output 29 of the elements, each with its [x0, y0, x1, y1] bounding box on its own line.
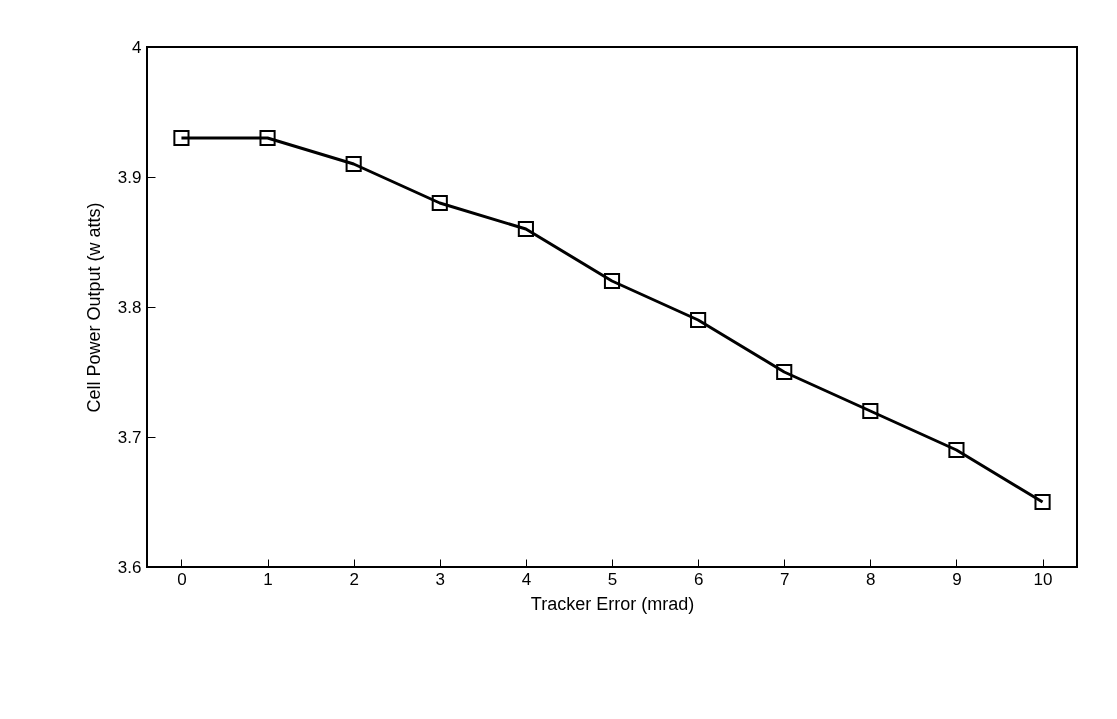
x-tick-label: 1 [263, 569, 273, 589]
point [948, 441, 965, 459]
x-tick-label: 10 [1033, 569, 1053, 589]
x-axis-title: Tracker Error (mrad) [530, 593, 695, 614]
y-tick-label: 3.9 [117, 167, 142, 187]
point [690, 311, 707, 329]
x-tick-label: 6 [693, 569, 704, 589]
y-axis-title: Cell Power Output (w atts) [83, 202, 104, 413]
point [173, 129, 190, 147]
y-tick-label: 3.7 [117, 427, 142, 447]
x-tick-label: 3 [435, 569, 446, 589]
point [517, 220, 534, 238]
y-tick-label: 4 [132, 37, 142, 57]
y-tick-label: 3.6 [117, 557, 142, 577]
point [345, 155, 362, 173]
x-tick-label: 9 [952, 569, 962, 589]
x-tick-label: 4 [521, 569, 532, 589]
x-tick-label: 0 [177, 569, 187, 589]
y-tick-label: 3.8 [117, 297, 142, 317]
x-tick-label: 8 [866, 569, 876, 589]
point [431, 194, 448, 212]
point [1034, 493, 1051, 511]
point [862, 402, 879, 420]
point [776, 363, 793, 381]
point [603, 272, 621, 290]
x-tick-label: 2 [349, 569, 359, 589]
x-tick-label: 5 [607, 569, 618, 589]
point [259, 129, 276, 147]
x-tick-label: 7 [779, 569, 790, 589]
